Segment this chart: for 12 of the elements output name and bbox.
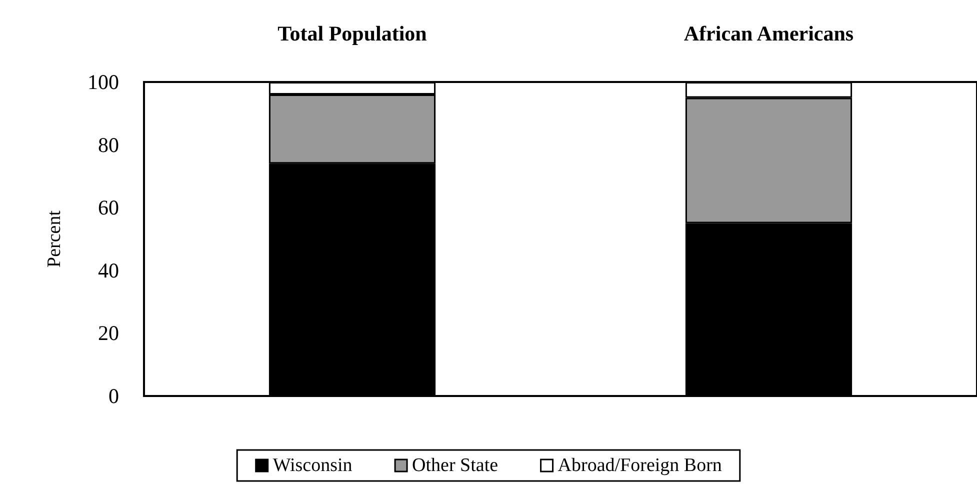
y-tick-label: 20 bbox=[98, 321, 119, 346]
y-tick-label: 100 bbox=[88, 70, 119, 94]
y-tick-label: 60 bbox=[98, 196, 119, 220]
x-tick-label: Total Population bbox=[278, 22, 428, 46]
y-tick-label: 80 bbox=[98, 132, 119, 157]
legend-label: Other State bbox=[412, 455, 498, 476]
legend-label: Wisconsin bbox=[272, 455, 353, 476]
y-axis-title: Percent bbox=[44, 210, 65, 268]
y-tick-label: 40 bbox=[98, 258, 119, 282]
legend-label: Abroad/Foreign Born bbox=[558, 455, 722, 476]
y-tick-label: 0 bbox=[108, 384, 119, 408]
x-tick-label: African Americans bbox=[684, 22, 854, 46]
